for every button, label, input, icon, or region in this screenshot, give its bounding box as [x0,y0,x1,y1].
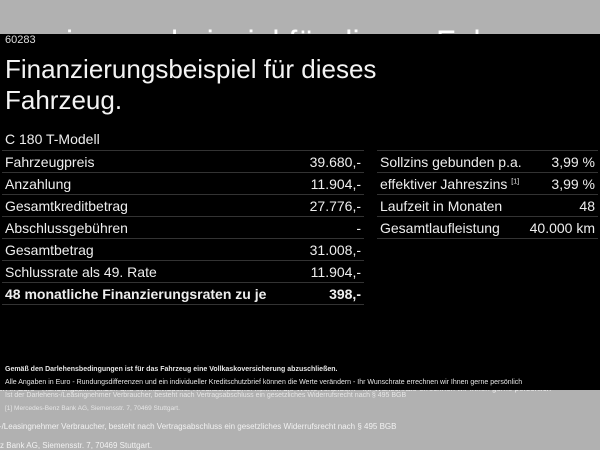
ghost-euro: Alle Angaben in Euro - Rundungsdifferenz… [0,390,551,393]
interest-table: Sollzins gebunden p.a. 3,99 % effektiver … [377,150,598,239]
row-label: Fahrzeugpreis [2,150,301,173]
monthly-rate-row: 48 monatliche Finanzierungsraten zu je 39… [2,282,364,305]
background-ghost-footer: Alle Angaben in Euro - Rundungsdifferenz… [0,390,600,450]
row-value: 11.904,- [300,172,364,195]
row-value: 27.776,- [300,194,364,217]
row-label: Gesamtbetrag [2,238,301,261]
table-row: Abschlussgebühren - [2,216,364,239]
widerruf-note: Ist der Darlehens-/Leasingnehmer Verbrau… [5,392,407,399]
table-row: Gesamtbetrag 31.008,- [2,238,364,261]
table-row: Schlussrate als 49. Rate 11.904,- [2,260,364,283]
row-label: Anzahlung [2,172,301,195]
row-value: 39.680,- [300,150,364,173]
row-value: 3,99 % [525,172,598,195]
table-row: Sollzins gebunden p.a. 3,99 % [377,150,598,173]
row-label: Gesamtkreditbetrag [2,194,301,217]
table-row: Gesamtlaufleistung 40.000 km [377,216,598,239]
table-row: Laufzeit in Monaten 48 [377,194,598,217]
table-row: Gesamtkreditbetrag 27.776,- [2,194,364,217]
row-label: Schlussrate als 49. Rate [2,260,301,283]
euro-note: Alle Angaben in Euro - Rundungsdifferenz… [5,379,523,386]
table-row: Anzahlung 11.904,- [2,172,364,195]
model-name: C 180 T-Modell [5,131,100,147]
insurance-note: Gemäß den Darlehensbedingungen ist für d… [5,366,338,373]
row-value: 40.000 km [525,216,598,239]
row-value: 11.904,- [300,260,364,283]
background-ghost-title: Finanzierungsbeispiel für dieses Fahrzeu… [0,0,600,34]
row-value: - [300,216,364,239]
ghost-title-text: Finanzierungsbeispiel für dieses Fahrzeu… [0,24,580,34]
row-label: Sollzins gebunden p.a. [377,150,526,173]
row-label: Abschlussgebühren [2,216,301,239]
row-label: effektiver Jahreszins [1] [377,172,526,195]
row-label: 48 monatliche Finanzierungsraten zu je [2,282,301,305]
bank-note: [1] Mercedes-Benz Bank AG, Siemensstr. 7… [5,405,180,412]
table-row: Fahrzeugpreis 39.680,- [2,150,364,173]
table-row: effektiver Jahreszins [1] 3,99 % [377,172,598,195]
ghost-widerruf: Ist der Darlehens-/Leasingnehmer Verbrau… [0,422,397,431]
row-value: 48 [525,194,598,217]
zip-code: 60283 [5,34,36,46]
financing-panel: 60283 Finanzierungsbeispiel für dieses F… [0,34,600,412]
footnote-marker: [1] [5,405,13,412]
page-title: Finanzierungsbeispiel für dieses Fahrzeu… [5,54,377,115]
row-label: Gesamtlaufleistung [377,216,526,239]
row-value: 398,- [300,282,364,305]
row-value: 3,99 % [525,150,598,173]
bank-text: Mercedes-Benz Bank AG, Siemensstr. 7, 70… [14,405,180,412]
ghost-bank: Mercedes-Benz Bank AG, Siemensstr. 7, 70… [0,441,153,450]
label-text: effektiver Jahreszins [380,175,508,192]
row-label: Laufzeit in Monaten [377,194,526,217]
financing-table: Fahrzeugpreis 39.680,- Anzahlung 11.904,- … [2,150,364,305]
footnote-ref: [1] [511,177,520,185]
row-value: 31.008,- [300,238,364,261]
